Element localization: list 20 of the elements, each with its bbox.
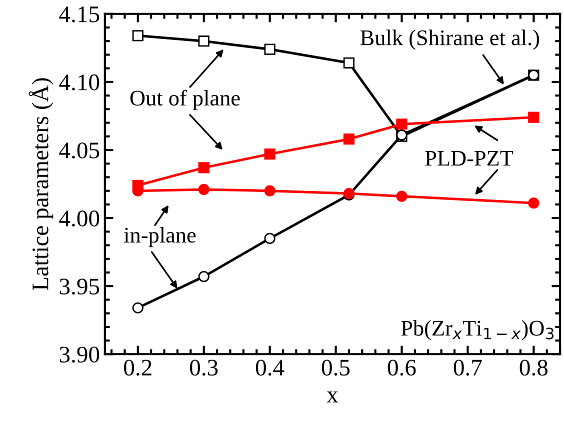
x-tick-label: 0.2 <box>124 360 152 376</box>
x-tick-label: 0.8 <box>520 360 548 376</box>
annotation: Bulk (Shirane et al.) <box>360 30 540 50</box>
x-tick-label: 0.6 <box>388 360 416 376</box>
x-tick-label: 0.7 <box>454 360 482 376</box>
annotation: Out of plane <box>130 90 240 110</box>
x-tick-label: 0.5 <box>322 360 350 376</box>
x-tick-label: 0.4 <box>256 360 284 376</box>
y-tick-label: 4.10 <box>59 74 100 90</box>
y-tick-label: 3.95 <box>60 278 100 295</box>
y-tick-label: 3.90 <box>60 346 100 363</box>
x-tick-label: 0.3 <box>190 360 218 376</box>
x-axis-title: x <box>326 392 338 402</box>
annotation: Pb(Zr$_{x}$Ti$_{1−x}$)O$_{3}$ <box>401 320 554 340</box>
y-tick-label: 4.15 <box>59 6 100 22</box>
annotation: in-plane <box>124 227 196 248</box>
y-axis-title: Lattice parameters (Å) <box>28 78 54 290</box>
annotation: PLD-PZT <box>425 150 514 166</box>
y-tick-label: 4.00 <box>59 210 100 227</box>
y-tick-label: 4.05 <box>59 142 100 159</box>
